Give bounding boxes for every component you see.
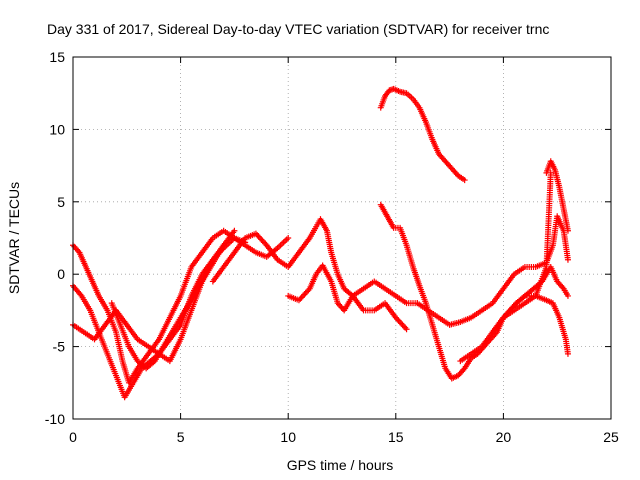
data-point [564, 227, 571, 234]
series-track-a [70, 227, 292, 386]
series-track-h [377, 201, 571, 382]
series-track-g [377, 85, 468, 184]
series-track-f [285, 262, 410, 333]
series-track-j [457, 169, 554, 365]
series-track-b [70, 235, 249, 401]
data-point [403, 326, 410, 333]
data-point [564, 350, 571, 357]
y-tick-label: 10 [49, 121, 65, 137]
x-tick-label: 10 [280, 429, 296, 445]
data-point [285, 235, 292, 241]
series-track-e [209, 216, 421, 307]
data-point [461, 177, 468, 184]
y-tick-label: -10 [45, 411, 65, 427]
data-point [564, 256, 571, 263]
x-tick-label: 25 [603, 429, 619, 445]
series-track-k [489, 292, 571, 357]
data-points [70, 85, 571, 401]
y-axis-label: SDTVAR / TECUs [6, 182, 22, 294]
data-point [231, 227, 238, 234]
chart-title: Day 331 of 2017, Sidereal Day-to-day VTE… [47, 21, 549, 37]
x-tick-label: 15 [388, 429, 404, 445]
y-tick-label: -5 [53, 339, 66, 355]
series-track-l [543, 158, 571, 234]
data-point [220, 242, 227, 249]
tick-labels: 0 5 10 15 20 25 -10 -5 0 5 10 15 [45, 49, 619, 445]
axis-ticks [72, 56, 612, 420]
x-tick-label: 20 [496, 429, 512, 445]
series-track-d [108, 242, 227, 372]
x-tick-label: 0 [69, 429, 77, 445]
data-point [564, 292, 571, 299]
y-tick-label: 15 [49, 49, 65, 65]
y-tick-label: 5 [57, 194, 65, 210]
x-axis-label: GPS time / hours [287, 457, 394, 473]
series-track-i [414, 213, 571, 328]
x-tick-label: 5 [177, 429, 185, 445]
plot-frame [72, 56, 612, 420]
y-tick-label: 0 [57, 266, 65, 282]
